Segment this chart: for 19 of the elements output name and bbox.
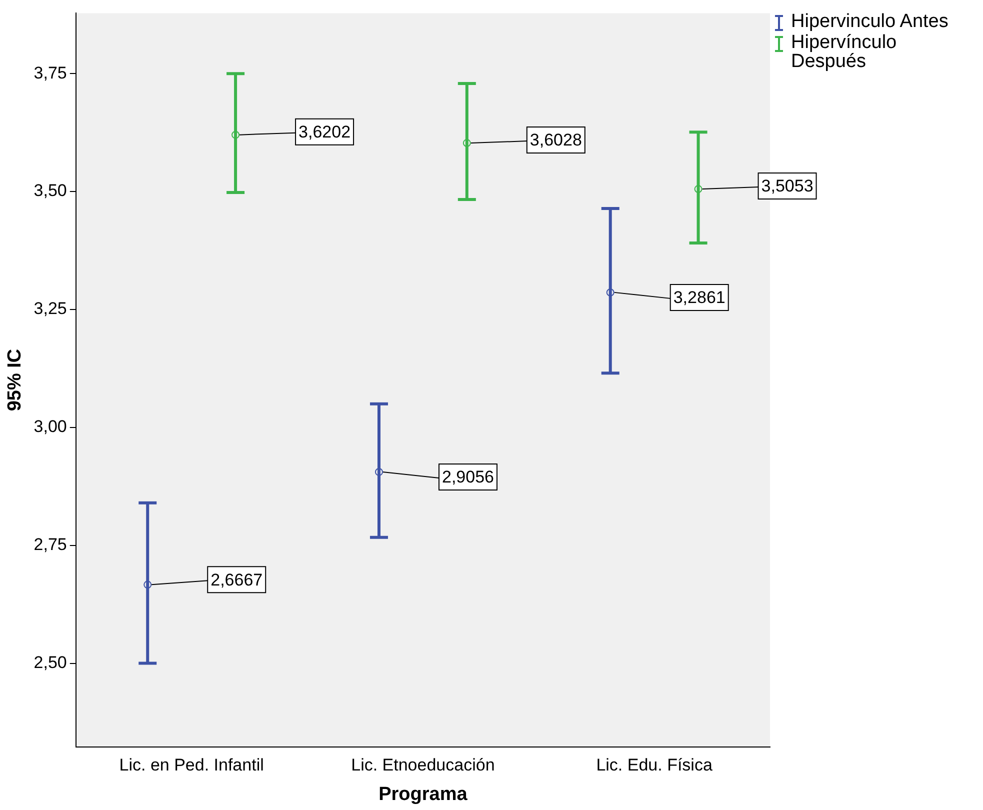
x-axis-title: Programa [378,784,468,805]
x-tick-label: Lic. Edu. Física [596,756,713,775]
data-label: 3,6028 [530,130,582,150]
data-label: 3,2861 [673,288,726,308]
legend-label: Hipervinculo Antes [791,11,950,32]
y-tick-label: 2,50 [34,652,67,672]
data-label: 2,6667 [210,570,263,590]
legend-label: Hipervínculo Después [791,32,898,72]
data-label: 2,9056 [442,468,494,487]
x-tick-label: Lic. Etnoeducación [351,756,495,775]
y-tick-label: 2,75 [34,535,67,554]
y-tick-label: 3,75 [34,63,67,82]
y-tick-label: 3,50 [34,181,67,200]
data-label: 3,5053 [761,176,814,196]
y-tick-label: 3,00 [34,417,67,436]
data-label: 3,6202 [298,122,351,142]
y-tick-label: 3,25 [34,299,67,318]
y-axis-title: 95% IC [4,348,26,412]
x-tick-label: Lic. en Ped. Infantil [119,756,264,775]
